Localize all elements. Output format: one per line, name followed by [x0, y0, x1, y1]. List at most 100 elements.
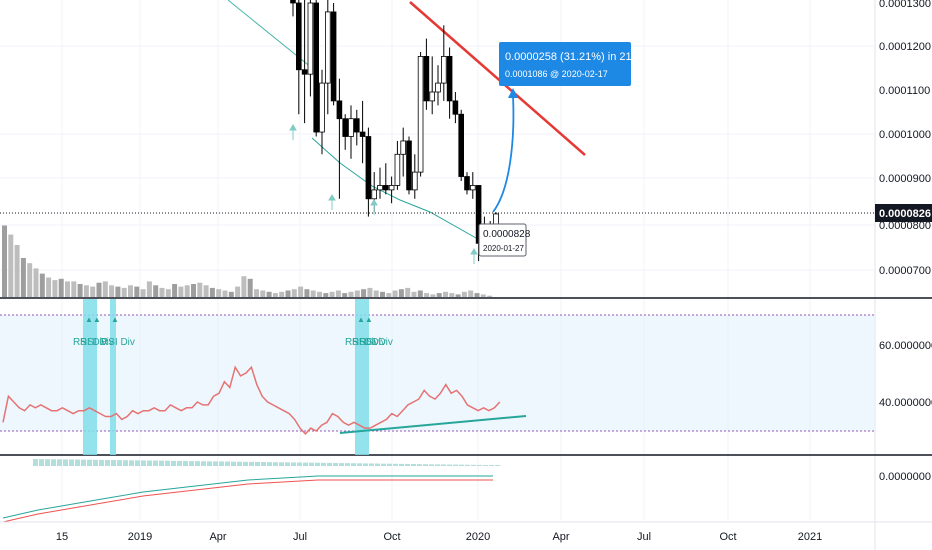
macd-histogram-bar [435, 464, 440, 466]
divergence-label: RSI Div [359, 337, 393, 348]
volume-bar [254, 289, 259, 297]
volume-bar [235, 286, 241, 297]
volume-bar [487, 295, 493, 297]
macd-histogram-bar [333, 463, 338, 466]
macd-histogram-bar [357, 463, 362, 466]
macd-histogram-bar [159, 460, 164, 466]
macd-histogram-bar [381, 463, 386, 466]
volume-bar [65, 281, 70, 297]
macd-histogram-bar [117, 460, 122, 466]
rsi-axis[interactable]: 60.0000000 40.0000000 [879, 340, 932, 409]
volume-bar [52, 280, 58, 297]
volume-bar [33, 268, 39, 297]
macd-histogram-bar [57, 459, 62, 466]
volume-bar [178, 286, 184, 297]
volume-bar [2, 225, 7, 297]
time-tick-label: Apr [552, 531, 569, 543]
price-tick-label: 0.0000800 [879, 220, 931, 232]
projection-line2: 0.0001086 @ 2020-02-17 [505, 69, 608, 79]
volume-bar [71, 281, 77, 297]
macd-histogram-bar [75, 459, 80, 466]
macd-histogram-bar [243, 461, 248, 466]
volume-bar [260, 290, 266, 297]
divergence-label: RSI Div [101, 337, 135, 348]
candle [464, 172, 470, 195]
macd-histogram-bar [33, 459, 38, 466]
arrow-up-icon [470, 248, 478, 264]
candle [394, 140, 401, 190]
time-tick-label: Oct [383, 531, 400, 543]
descending-trendline [409, 1, 586, 156]
macd-histogram-bar [171, 460, 176, 466]
volume-bar [172, 284, 178, 297]
macd-histogram-bar [237, 461, 242, 466]
candle [336, 78, 343, 199]
volume-bar [146, 281, 152, 297]
divergence-label: RSI Div [73, 337, 107, 348]
divergence-markers: ▲▲ ▲ ▲▲ [85, 315, 373, 324]
macd-histogram-bar [429, 464, 434, 466]
macd-histogram-bar [417, 464, 422, 466]
volume-bar [480, 294, 486, 297]
price-tick-label: 0.0000900 [879, 173, 931, 185]
volume-bar [14, 245, 20, 297]
macd-histogram-bar [177, 460, 182, 466]
rsi-line [2, 365, 501, 436]
macd-histogram-bar [123, 460, 128, 466]
macd-histogram-bar [207, 461, 212, 466]
time-axis[interactable]: 15 2019 Apr Jul Oct 2020 Apr Jul Oct 2021 [56, 531, 822, 543]
candle [400, 127, 406, 177]
volume-bar [20, 258, 26, 297]
volume-bar [411, 291, 417, 297]
macd-histogram-bar [153, 460, 158, 466]
candle [348, 105, 354, 159]
macd-histogram-bar [69, 459, 74, 466]
macd-histogram-bar [387, 463, 392, 466]
macd-histogram-bar [477, 464, 482, 466]
tooltip-value: 0.0000828 [483, 229, 531, 240]
volume-bar [386, 293, 392, 297]
volume-bar [203, 285, 209, 297]
projection-arrowhead [508, 88, 518, 98]
macd-histogram-bar [195, 461, 200, 466]
divergence-label: RSI Div [352, 337, 386, 348]
candle [342, 114, 348, 150]
volume-bar [109, 285, 115, 297]
volume-bar [8, 234, 14, 297]
macd-histogram-bar [81, 459, 86, 466]
volume-bar [323, 293, 329, 297]
macd-tick-label: 0.0000000 [879, 471, 931, 483]
macd-histogram-bar [201, 461, 206, 466]
candle [301, 0, 308, 124]
volume-bar [392, 290, 398, 297]
macd-histogram-bar [141, 460, 146, 466]
price-axis[interactable]: 0.0001300 0.0001200 0.0001100 0.0001000 0.00… [879, 0, 931, 277]
candle [319, 69, 325, 155]
volume-bar [405, 287, 411, 297]
time-tick-label: 15 [56, 531, 68, 543]
time-tick-label: 2020 [466, 531, 490, 543]
macd-histogram-bar [441, 464, 446, 466]
volume-bar [285, 290, 291, 297]
macd-histogram-bar [465, 464, 470, 466]
candle [406, 136, 412, 195]
candle [365, 127, 372, 217]
volume-bar [367, 287, 373, 297]
time-tick-label: Jul [293, 531, 307, 543]
macd-histogram-bar [87, 459, 92, 466]
macd-histogram-bar [351, 463, 356, 466]
macd-histogram-bar [39, 459, 44, 466]
volume-bar [27, 263, 33, 297]
volume-bar [58, 278, 64, 297]
price-tick-label: 0.0001000 [879, 129, 931, 141]
macd-histogram-bar [135, 460, 140, 466]
volume-bar [46, 277, 52, 297]
svg-text:▲▲: ▲▲ [85, 315, 101, 324]
macd-axis[interactable]: 0.0000000 [879, 471, 931, 483]
arrow-up-icon [328, 194, 336, 210]
volume-bar [373, 290, 379, 297]
volume-bar [216, 289, 222, 297]
volume-bar [153, 285, 159, 297]
candle [423, 38, 430, 110]
macd-histogram-bar [483, 465, 488, 466]
